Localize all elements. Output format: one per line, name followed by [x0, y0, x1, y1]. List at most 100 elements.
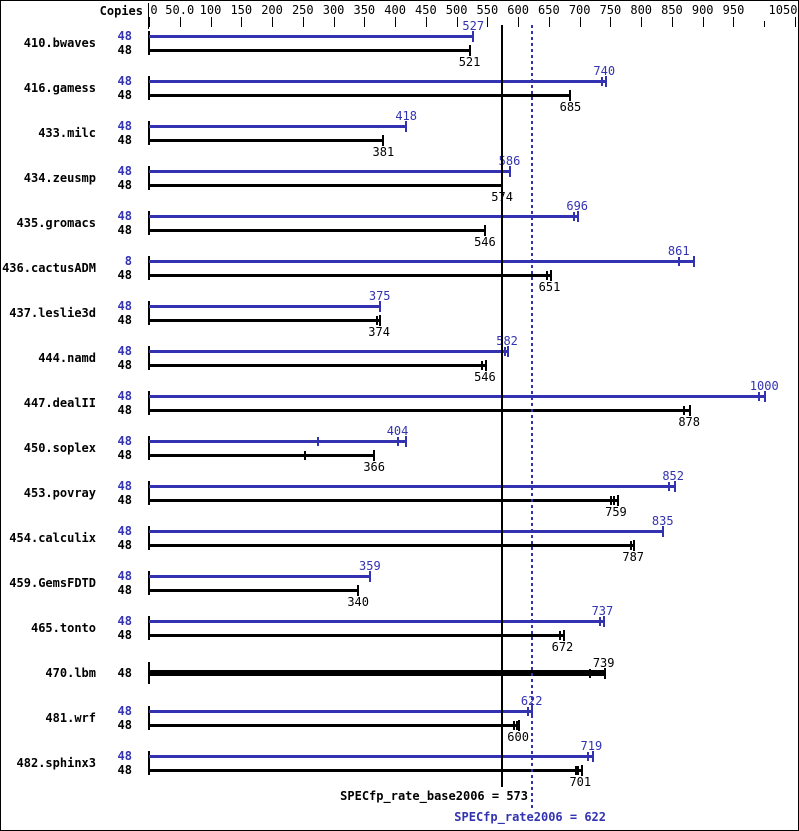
copies-value: 48 — [117, 74, 132, 88]
bar-value-label: 418 — [395, 109, 417, 123]
bar-end-cap — [674, 481, 677, 492]
run-mark — [586, 752, 589, 761]
bar-value-label: 740 — [593, 64, 616, 78]
bar-peak — [149, 80, 606, 83]
axis-tick-label: 350 — [353, 3, 376, 17]
bar-peak — [149, 125, 407, 128]
bar-base — [149, 769, 582, 772]
bar-end-cap — [472, 31, 475, 42]
axis-tick-label: 250 — [291, 3, 314, 17]
axis-tick-label: 800 — [630, 3, 653, 17]
bar-start-cap — [148, 616, 150, 640]
run-mark — [598, 617, 601, 626]
axis-tick — [641, 17, 643, 27]
bar-value-label: 685 — [559, 100, 582, 114]
copies-value: 48 — [117, 299, 132, 313]
bar-peak — [149, 260, 695, 263]
axis-tick — [795, 17, 796, 27]
bar-peak — [149, 440, 407, 443]
benchmark-name: 434.zeusmp — [23, 171, 96, 185]
copies-value: 48 — [117, 583, 132, 597]
benchmark-name: 444.namd — [38, 351, 96, 365]
axis-tick-label: 850 — [661, 3, 683, 17]
bar-peak — [149, 170, 510, 173]
run-mark — [513, 721, 516, 730]
axis-tick-label: 450 — [415, 3, 437, 17]
copies-value: 48 — [117, 164, 132, 178]
bar-start-cap — [148, 706, 150, 730]
axis-tick-label: 300 — [322, 3, 345, 17]
copies-value: 48 — [117, 389, 132, 403]
axis-tick-label: 150 — [230, 3, 253, 17]
benchmark-name: 410.bwaves — [23, 36, 96, 50]
run-mark — [317, 437, 320, 446]
base-result-label: SPECfp_rate_base2006 = 573 — [340, 789, 528, 803]
bar-start-cap — [148, 166, 150, 190]
axis-tick-label: 200 — [261, 3, 283, 17]
bar-end-cap — [602, 616, 605, 627]
axis-tick — [241, 17, 243, 27]
axis-tick — [425, 17, 427, 27]
bar-start-cap — [148, 301, 150, 325]
bar-value-label: 546 — [474, 235, 496, 249]
bar-peak — [149, 305, 380, 308]
run-mark — [558, 631, 561, 640]
bar-value-label: 340 — [347, 595, 370, 609]
axis-tick-label: 700 — [568, 3, 591, 17]
axis-tick — [333, 17, 335, 27]
bar-start-cap — [148, 121, 150, 145]
bar-start-cap — [148, 526, 150, 550]
axis-tick-label: 750 — [599, 3, 622, 17]
axis-tick-label: 600 — [507, 3, 529, 17]
axis-tick — [364, 17, 366, 27]
bar-base — [149, 364, 487, 367]
bar-end-cap — [604, 76, 607, 87]
bar-end-cap — [405, 436, 408, 447]
benchmark-name: 450.soplex — [23, 441, 96, 455]
bar-value-label: 527 — [462, 19, 485, 33]
copies-value: 48 — [117, 666, 132, 680]
bar-end-cap — [562, 630, 565, 641]
bar-end-cap — [507, 346, 510, 357]
bar-value-label: 374 — [368, 325, 390, 339]
bar-base — [149, 94, 571, 97]
bar-end-cap — [580, 765, 583, 776]
bar-value-label: 852 — [662, 469, 685, 483]
run-mark — [577, 766, 580, 775]
benchmark-name: 416.gamess — [23, 81, 96, 95]
bar-peak — [149, 620, 604, 623]
bar-end-cap — [378, 301, 381, 312]
bar-end-cap — [379, 315, 382, 326]
axis-tick-label: 1050 — [768, 3, 798, 17]
axis-tick — [487, 17, 489, 27]
bar-end-cap — [569, 90, 572, 101]
bar-peak — [149, 530, 663, 533]
bar-end-cap — [689, 405, 692, 416]
bar-end-cap — [633, 540, 636, 551]
copies-value: 48 — [117, 479, 132, 493]
bar-peak — [149, 755, 593, 758]
copies-value: 48 — [117, 704, 132, 718]
bar-value-label: 600 — [507, 730, 529, 744]
bar-end-cap — [485, 360, 488, 371]
bar-value-label: 359 — [359, 559, 381, 573]
benchmark-name: 454.calculix — [9, 531, 96, 545]
bar-start-cap — [148, 481, 150, 505]
copies-value: 48 — [117, 119, 132, 133]
run-mark — [573, 212, 576, 221]
bar-value-label: 719 — [580, 739, 603, 753]
bar-end-cap — [357, 585, 360, 596]
run-mark — [526, 707, 529, 716]
bar-start-cap — [148, 571, 150, 595]
bar-end-cap — [382, 135, 385, 146]
bar-start-cap — [148, 391, 150, 415]
bar-value-label: 878 — [678, 415, 701, 429]
axis-tick — [702, 17, 704, 27]
bar-base — [149, 229, 485, 232]
copies-value: 48 — [117, 493, 132, 507]
bar-end-cap — [616, 495, 619, 506]
copies-value: 48 — [117, 763, 132, 777]
bar-peak — [149, 215, 579, 218]
bar-base — [149, 409, 691, 412]
axis-tick — [548, 17, 550, 27]
